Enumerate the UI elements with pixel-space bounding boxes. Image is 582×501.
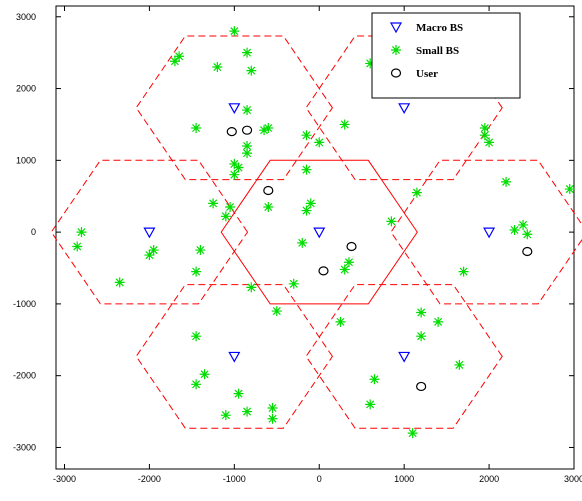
small-bs-point — [272, 306, 282, 316]
user-point — [417, 382, 426, 390]
hexagon-cell-0 — [221, 160, 417, 304]
x-tick-label: 1000 — [394, 474, 414, 484]
small-bs-point — [297, 238, 307, 248]
small-bs-point — [229, 170, 239, 180]
small-bs-point — [454, 360, 464, 370]
x-tick-label: -3000 — [53, 474, 76, 484]
legend: Macro BS Small BS User — [372, 13, 520, 98]
legend-macro-bs-label: Macro BS — [416, 22, 463, 34]
small-bs-point — [242, 48, 252, 58]
macro-bs-point — [399, 352, 409, 361]
small-bs-point — [263, 202, 273, 212]
small-bs-point — [242, 148, 252, 158]
small-bs-point — [340, 264, 350, 274]
small-bs-point — [340, 119, 350, 129]
small-bs-point — [302, 165, 312, 175]
small-bs-point — [234, 389, 244, 399]
x-tick-label: 2000 — [479, 474, 499, 484]
y-tick-label: 0 — [31, 227, 36, 237]
small-bs-point — [369, 374, 379, 384]
small-bs-point — [242, 407, 252, 417]
small-bs-point — [221, 211, 231, 221]
small-bs-point — [144, 250, 154, 260]
small-bs-point — [259, 125, 269, 135]
small-bs-point — [229, 26, 239, 36]
user-point — [523, 247, 532, 255]
small-bs-point — [234, 163, 244, 173]
small-bs-point — [416, 331, 426, 341]
y-tick-label: -2000 — [13, 371, 36, 381]
small-bs-point — [302, 206, 312, 216]
y-tick-label: 3000 — [16, 12, 36, 22]
small-bs-point — [480, 130, 490, 140]
small-bs-point — [412, 188, 422, 198]
small-bs-point — [268, 403, 278, 413]
small-bs-point — [115, 277, 125, 287]
small-bs-point — [484, 137, 494, 147]
small-bs-point — [501, 177, 511, 187]
macro-bs-point — [314, 228, 324, 237]
small-bs-point — [289, 279, 299, 289]
small-bs-point — [76, 227, 86, 237]
small-bs-point — [221, 410, 231, 420]
small-bs-point — [565, 184, 575, 194]
small-bs-point — [335, 317, 345, 327]
y-tick-label: -3000 — [13, 442, 36, 452]
legend-small-bs-marker — [391, 45, 401, 55]
y-tick-label: 2000 — [16, 84, 36, 94]
user-point — [227, 128, 236, 136]
user-point — [347, 242, 356, 250]
small-bs-point — [522, 229, 532, 239]
hexagon-cell-6 — [306, 285, 502, 429]
macro-bs-point — [144, 228, 154, 237]
small-bs-point — [344, 257, 354, 267]
small-bs-point — [191, 331, 201, 341]
user-point — [319, 267, 328, 275]
macro-bs-point — [484, 228, 494, 237]
small-bs-point — [200, 369, 210, 379]
macro-bs-point — [399, 104, 409, 113]
small-bs-point — [518, 220, 528, 230]
hexagon-cell-5 — [136, 285, 332, 429]
small-bs-point — [459, 267, 469, 277]
small-bs-point — [306, 198, 316, 208]
small-bs-point — [170, 56, 180, 66]
hexagon-cell-1 — [136, 36, 332, 180]
legend-small-bs-label: Small BS — [416, 45, 459, 57]
user-point — [243, 126, 252, 134]
user-point — [264, 186, 273, 194]
small-bs-point — [386, 216, 396, 226]
small-bs-point — [72, 241, 82, 251]
y-tick-label: 1000 — [16, 155, 36, 165]
x-tick-label: -2000 — [138, 474, 161, 484]
legend-user-label: User — [416, 68, 438, 80]
small-bs-point — [191, 123, 201, 133]
small-bs-point — [246, 282, 256, 292]
y-tick-label: -1000 — [13, 299, 36, 309]
macro-bs-point — [229, 104, 239, 113]
small-bs-point — [365, 399, 375, 409]
small-bs-point — [510, 225, 520, 235]
x-tick-label: -1000 — [223, 474, 246, 484]
small-bs-point — [212, 62, 222, 72]
small-bs-point — [416, 308, 426, 318]
macro-bs-point — [229, 352, 239, 361]
x-tick-label: 3000 — [564, 474, 582, 484]
x-tick-label: 0 — [317, 474, 322, 484]
small-bs-point — [268, 414, 278, 424]
small-bs-point — [208, 198, 218, 208]
small-bs-point — [191, 267, 201, 277]
small-bs-point — [195, 245, 205, 255]
small-bs-point — [225, 202, 235, 212]
small-bs-point — [191, 379, 201, 389]
small-bs-point — [242, 105, 252, 115]
small-bs-point — [246, 66, 256, 76]
small-bs-point — [408, 428, 418, 438]
small-bs-point — [302, 130, 312, 140]
small-bs-point — [314, 137, 324, 147]
small-bs-point — [433, 317, 443, 327]
